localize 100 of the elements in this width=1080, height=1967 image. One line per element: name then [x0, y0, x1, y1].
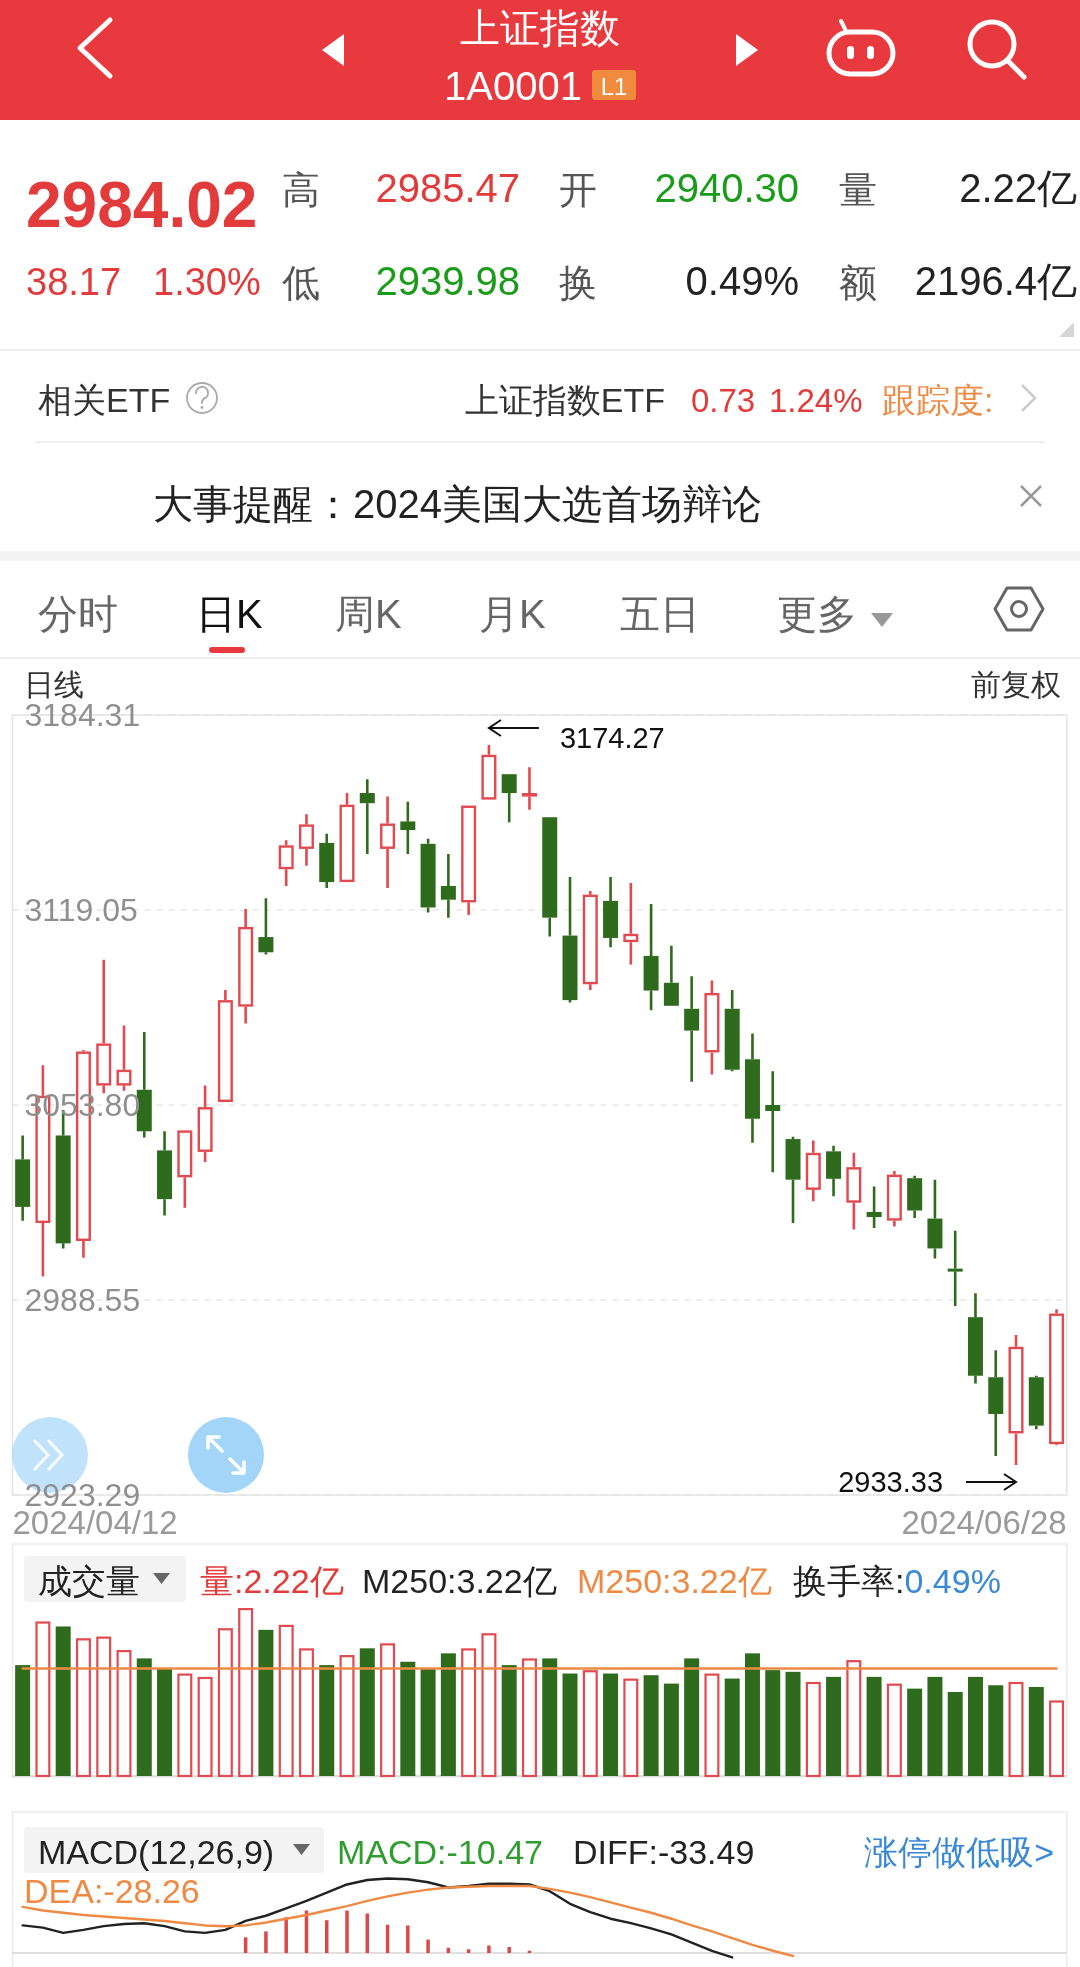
bar — [238, 1608, 254, 1777]
series-label: DEA:-28.26 — [24, 1872, 200, 1910]
text: 周K — [335, 592, 402, 636]
text: L1 — [600, 73, 628, 100]
text: 更多 — [777, 592, 857, 636]
text: 低 — [282, 262, 320, 304]
text: 2940.30 — [654, 166, 799, 210]
bar — [75, 1638, 91, 1777]
bar — [284, 1917, 288, 1953]
y-tick-label: 2988.55 — [24, 1281, 141, 1318]
text: 开 — [559, 169, 597, 211]
bar — [967, 1676, 983, 1776]
bar — [359, 1648, 375, 1776]
bar — [744, 1653, 760, 1776]
text: M250:3.22亿 — [577, 1562, 772, 1600]
text: 0.73 — [691, 382, 756, 419]
bar — [582, 1670, 598, 1777]
text: 2196.4亿 — [914, 259, 1077, 303]
text: 2.22亿 — [959, 166, 1077, 210]
bar — [501, 1665, 517, 1776]
text: 量:2.22亿 — [200, 1562, 344, 1600]
bar — [264, 1931, 268, 1954]
bar — [521, 1658, 537, 1777]
chart-title: 日线 — [24, 668, 84, 701]
bar — [1008, 1681, 1024, 1777]
bar — [643, 1675, 659, 1776]
bar — [947, 1692, 963, 1776]
text: 跟踪度: — [882, 381, 994, 419]
text: 五日 — [620, 592, 700, 636]
bar — [177, 1673, 193, 1777]
text: 上证指数ETF — [464, 381, 665, 419]
bar — [258, 1629, 274, 1776]
text: 相关ETF — [38, 381, 171, 419]
bar — [542, 1658, 558, 1776]
bar — [866, 1676, 882, 1776]
text: 0.49% — [685, 259, 799, 303]
text: 2024/06/28 — [901, 1504, 1067, 1541]
chart-title: MACD(12,26,9) — [38, 1833, 275, 1871]
bar — [461, 1648, 477, 1777]
bar — [116, 1650, 132, 1777]
bar — [487, 1945, 491, 1953]
bar — [426, 1939, 430, 1953]
bar — [826, 1676, 842, 1776]
bar — [420, 1668, 436, 1776]
bar — [1049, 1700, 1065, 1777]
bar — [278, 1624, 294, 1777]
bar — [380, 1643, 396, 1777]
bar — [217, 1628, 233, 1777]
text: M250:3.22亿 — [362, 1562, 557, 1600]
bar — [704, 1673, 720, 1777]
text: 高 — [282, 169, 320, 211]
text: 前复权 — [971, 668, 1061, 701]
text: 2985.47 — [375, 166, 520, 210]
bar — [136, 1658, 152, 1776]
bar — [406, 1925, 410, 1954]
text: 1.30% — [153, 261, 261, 303]
bar — [15, 1665, 31, 1776]
text: 换 — [559, 262, 597, 304]
bar — [481, 1633, 497, 1777]
bar — [440, 1653, 456, 1776]
text: 2939.98 — [375, 259, 520, 303]
bar — [663, 1683, 679, 1776]
annotation: 3174.27 — [559, 722, 665, 754]
bar — [562, 1673, 578, 1776]
bar — [988, 1685, 1004, 1776]
bar — [319, 1665, 335, 1776]
bar — [298, 1648, 314, 1777]
text: 1.24% — [769, 382, 863, 419]
bar — [55, 1626, 71, 1776]
text: 分时 — [38, 592, 118, 636]
text: 上证指数 — [460, 6, 620, 50]
bar — [197, 1676, 213, 1777]
bar — [623, 1678, 639, 1777]
text: 1A0001 — [444, 64, 582, 108]
text: 量 — [839, 169, 877, 211]
text: 月K — [479, 592, 546, 636]
bar — [400, 1661, 416, 1776]
text: 涨停做低吸> — [864, 1833, 1054, 1871]
bar — [785, 1671, 801, 1776]
series-label: DIFF:-33.49 — [573, 1833, 755, 1871]
bar — [96, 1636, 112, 1777]
bar — [765, 1670, 781, 1776]
text: 大事提醒：2024美国大选首场辩论 — [153, 482, 762, 526]
bar — [603, 1673, 619, 1776]
bar — [345, 1910, 349, 1954]
bar — [805, 1681, 821, 1777]
bar — [466, 1949, 471, 1954]
text: 换手率:0.49% — [793, 1562, 1001, 1600]
bar — [1028, 1686, 1044, 1776]
text: 38.17 — [26, 261, 122, 303]
text: 2984.02 — [26, 169, 258, 241]
text: 额 — [839, 262, 877, 304]
bar — [684, 1658, 700, 1776]
bar — [35, 1621, 51, 1777]
bar — [724, 1678, 740, 1776]
y-tick-label: 3119.05 — [24, 892, 138, 929]
bar — [507, 1947, 511, 1953]
bar — [886, 1683, 902, 1777]
bar — [927, 1676, 943, 1776]
chart-title: 成交量 — [38, 1562, 140, 1600]
